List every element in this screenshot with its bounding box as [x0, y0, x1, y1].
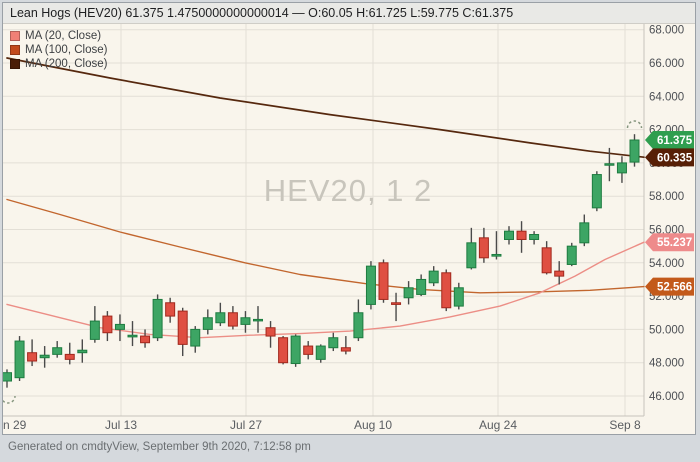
candle-body [253, 318, 263, 322]
candle-body [491, 253, 502, 257]
candle-body [416, 278, 427, 295]
candle-body [290, 335, 301, 365]
legend-swatch-icon [10, 45, 20, 55]
price-tag [645, 277, 694, 296]
candle-body [190, 328, 201, 347]
candle-body [604, 163, 615, 166]
legend-label: MA (20, Close) [25, 30, 102, 42]
price-tag [645, 131, 694, 150]
candle-body [428, 270, 439, 284]
y-axis-tick-label: 54.000 [649, 258, 684, 270]
price-tag [645, 148, 694, 167]
legend-label: MA (200, Close) [25, 58, 108, 70]
candle-body [140, 335, 151, 344]
last-bar-arc-marker [626, 120, 643, 129]
legend-item-ma-0[interactable]: MA (20, Close) [10, 29, 107, 43]
legend-swatch-icon [10, 31, 20, 41]
candle-body [328, 337, 339, 349]
candle-body [152, 298, 163, 339]
ma-legend: MA (20, Close) MA (100, Close) MA (200, Cl… [10, 29, 107, 71]
legend-label: MA (100, Close) [25, 44, 108, 56]
y-axis-tick-label: 58.000 [649, 191, 684, 203]
candle-body [114, 323, 125, 330]
candle-body [353, 312, 364, 339]
y-axis-tick-label: 50.000 [649, 324, 684, 336]
candle-body [14, 340, 25, 379]
x-axis-tick-label: Aug 24 [479, 418, 517, 432]
candle-body [227, 312, 238, 327]
candle-body [27, 352, 38, 362]
candle-body [391, 302, 402, 305]
y-axis-tick-label: 64.000 [649, 91, 684, 103]
legend-swatch-icon [10, 59, 20, 69]
candle-body [202, 317, 213, 330]
candle-body [566, 245, 577, 265]
candle-body [541, 247, 552, 274]
ma-line [6, 198, 645, 294]
candle-body [554, 270, 565, 277]
candle-body [579, 222, 590, 244]
candle-body [365, 265, 376, 305]
candle-body [215, 312, 226, 324]
candle-body [127, 334, 138, 338]
candle-body [265, 327, 276, 337]
candle-body [403, 287, 414, 299]
candle-body [516, 230, 527, 240]
candle-body [453, 287, 464, 307]
price-tag-label: 52.566 [657, 282, 692, 294]
legend-item-ma-1[interactable]: MA (100, Close) [10, 43, 107, 57]
candle-body [165, 302, 176, 317]
x-axis-tick-label: n 29 [3, 418, 27, 432]
candle-body [102, 315, 113, 334]
price-chart-svg[interactable]: 68.00066.00064.00062.00060.00058.00056.0… [3, 24, 695, 434]
x-axis-tick-label: Aug 10 [354, 418, 392, 432]
price-tag-label: 60.335 [657, 152, 693, 164]
candle-body [591, 174, 602, 209]
candle-body [478, 237, 489, 259]
price-tag [645, 233, 694, 252]
first-bar-arc-marker [3, 395, 16, 404]
y-axis-tick-label: 48.000 [649, 358, 684, 370]
candle-body [3, 372, 12, 382]
chart-card: Lean Hogs (HEV20) 61.375 1.4750000000000… [2, 2, 696, 435]
candle-body [39, 354, 50, 359]
symbol-watermark: HEV20, 1 2 [264, 173, 433, 208]
candle-body [629, 139, 640, 163]
y-axis-tick-label: 66.000 [649, 58, 684, 70]
candle-body [340, 347, 351, 352]
candle-body [504, 230, 514, 240]
candle-body [89, 320, 100, 340]
candle-body [303, 345, 314, 355]
candle-body [529, 233, 540, 240]
y-axis-tick-label: 46.000 [649, 391, 684, 403]
candle-body [466, 242, 477, 269]
chart-area[interactable]: 68.00066.00064.00062.00060.00058.00056.0… [3, 24, 695, 434]
chart-title: Lean Hogs (HEV20) 61.375 1.4750000000000… [3, 3, 695, 24]
x-axis-tick-label: Jul 13 [105, 418, 137, 432]
candle-body [616, 162, 627, 174]
y-axis-tick-label: 68.000 [649, 25, 684, 37]
candle-body [64, 353, 75, 360]
price-tag-label: 61.375 [657, 135, 693, 147]
x-axis-tick-label: Sep 8 [609, 418, 641, 432]
ma-line [6, 241, 645, 339]
generated-footer: Generated on cmdtyView, September 9th 20… [8, 441, 311, 453]
candle-body [378, 262, 389, 300]
candle-body [278, 337, 289, 364]
candle-body [177, 310, 188, 345]
candle-body [315, 345, 326, 360]
x-axis-tick-label: Jul 27 [230, 418, 262, 432]
candle-body [441, 272, 452, 309]
ma-line [6, 57, 645, 159]
candle-body [77, 349, 88, 354]
candle-body [240, 317, 251, 325]
legend-item-ma-2[interactable]: MA (200, Close) [10, 57, 107, 71]
candle-body [52, 347, 63, 355]
price-tag-label: 55.237 [657, 237, 692, 249]
